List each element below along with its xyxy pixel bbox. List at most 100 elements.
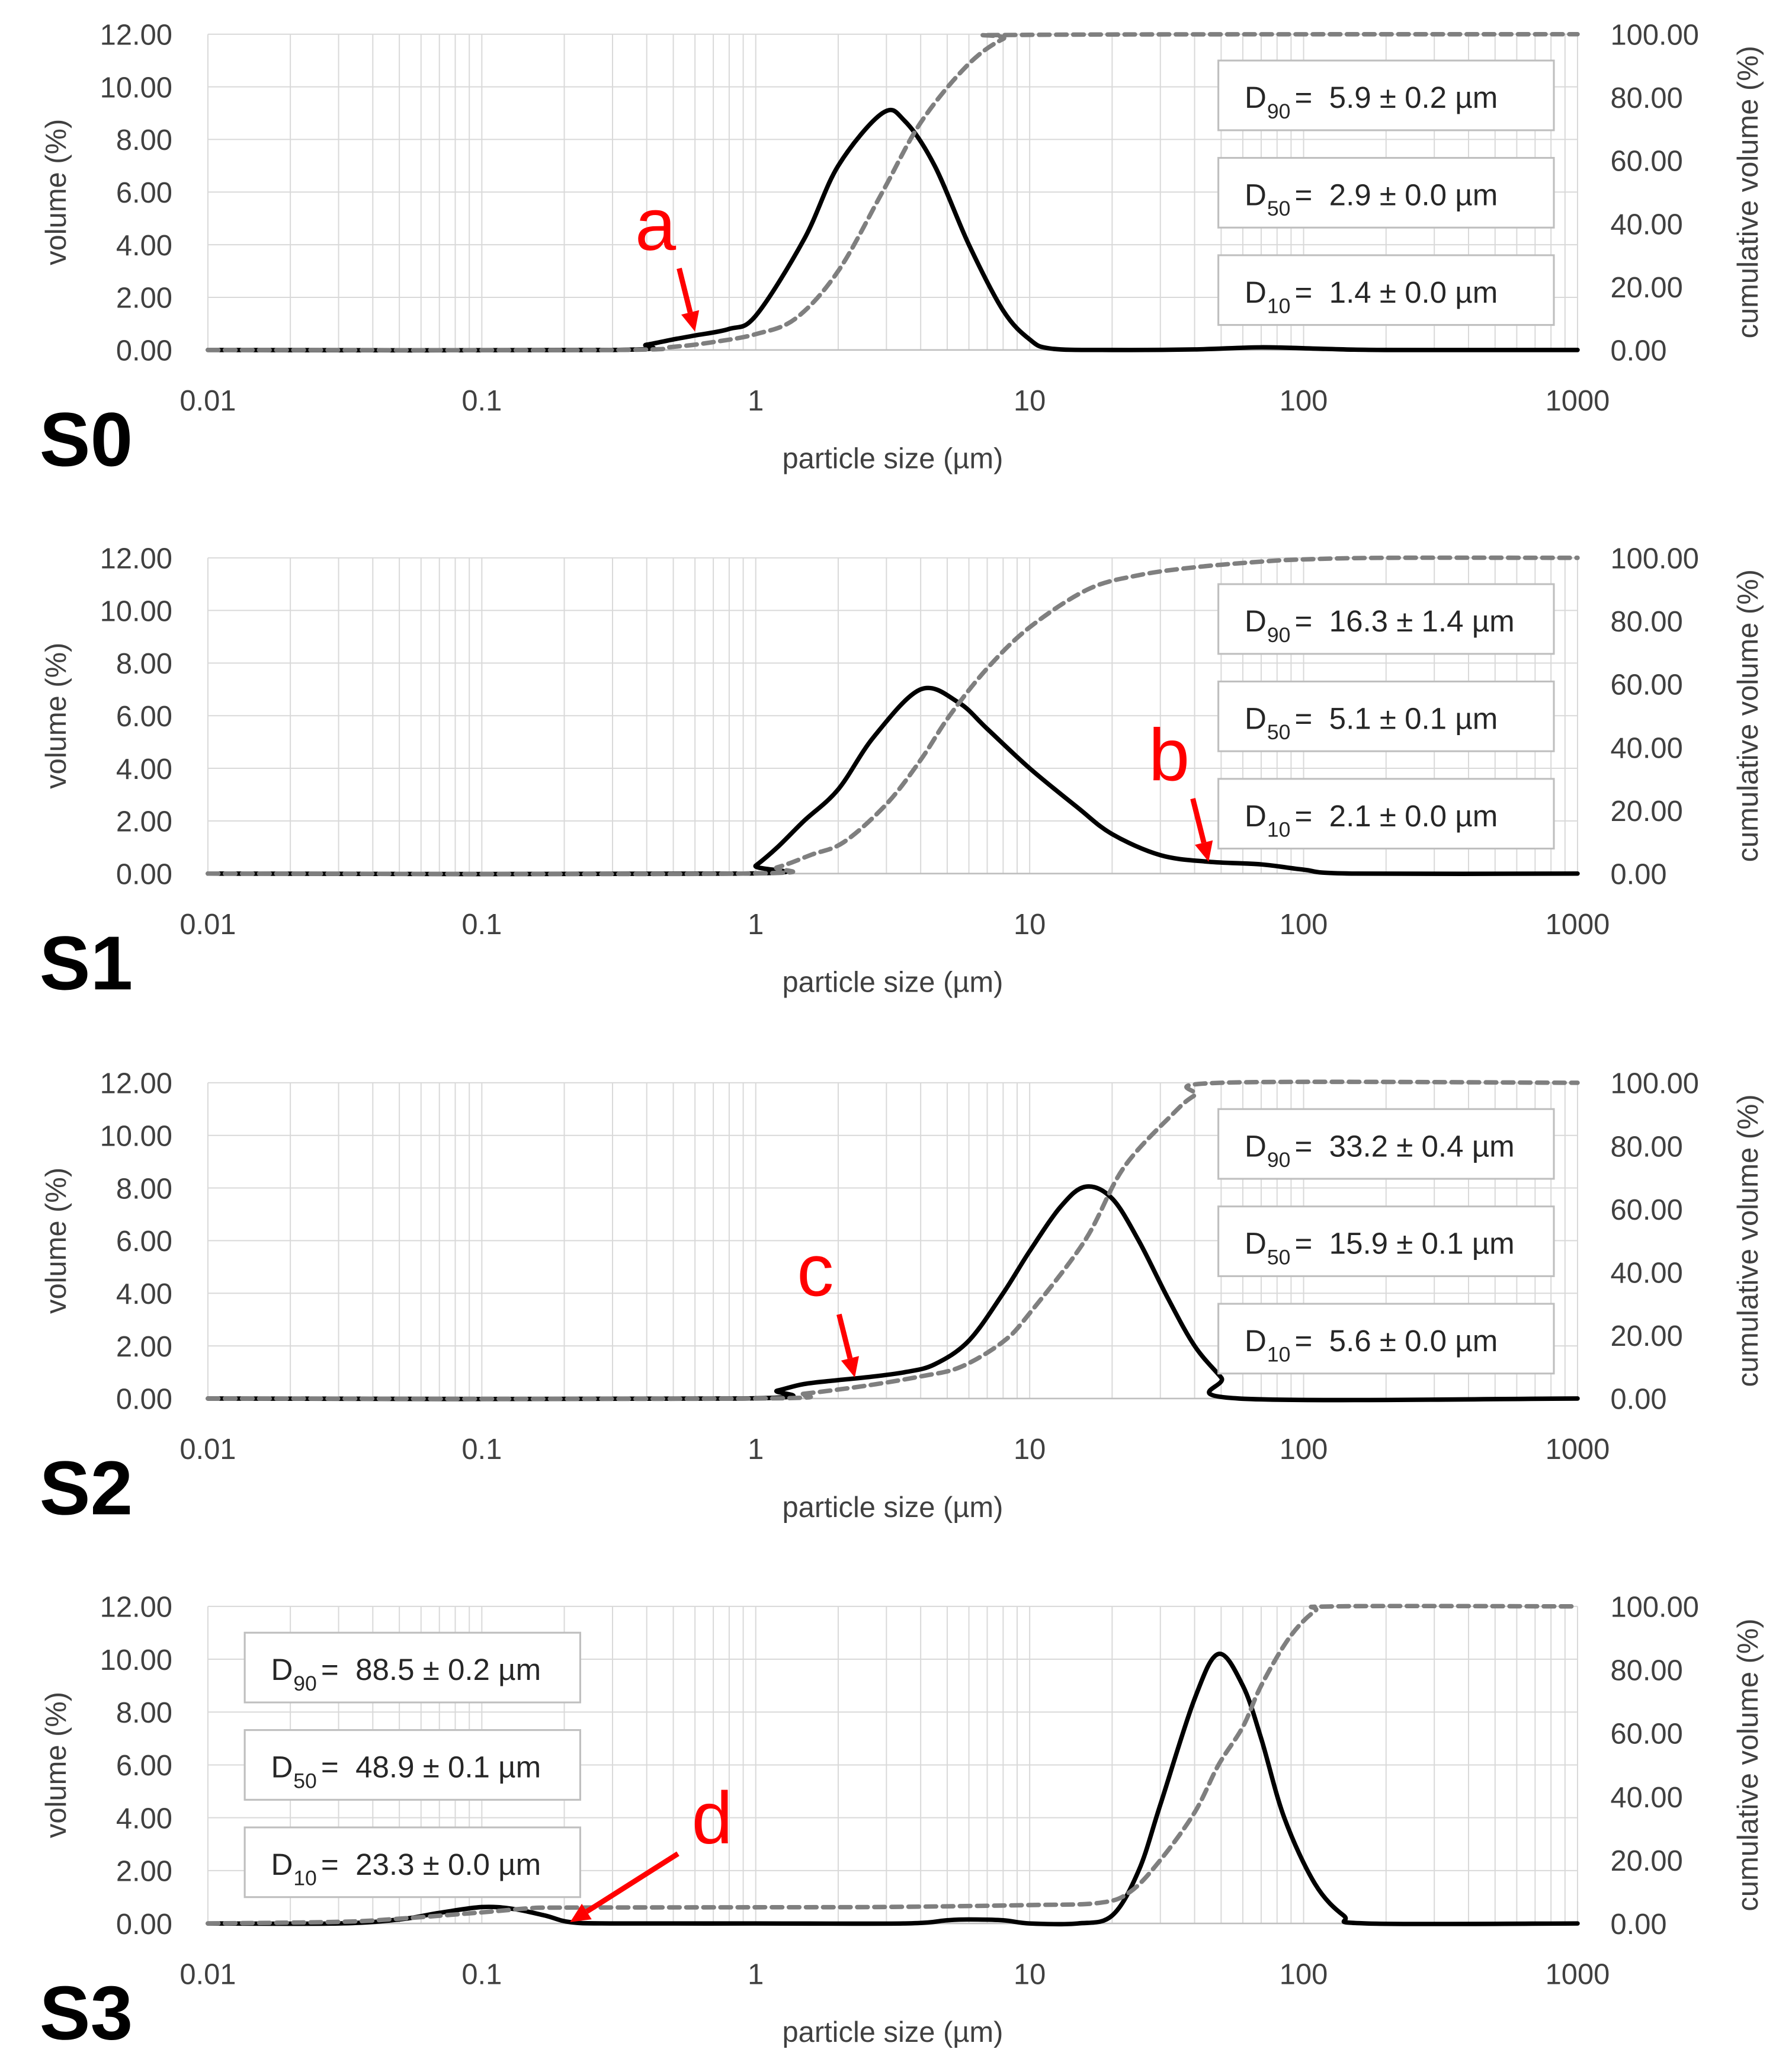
y-left-tick-label: 8.00 bbox=[116, 1697, 172, 1729]
chart-panel-s2: 0.00 2.00 4.00 6.00 8.00 10.00 12.00 0.00 20.00 4… bbox=[40, 1068, 1765, 1531]
x-tick-label: 1000 bbox=[1546, 909, 1610, 941]
y-right-tick-label: 40.00 bbox=[1611, 1782, 1683, 1814]
y-left-tick-label: 6.00 bbox=[116, 1226, 172, 1258]
panel-label: S1 bbox=[40, 921, 133, 1006]
y-left-tick-label: 0.00 bbox=[116, 1909, 172, 1941]
y-left-tick-label: 0.00 bbox=[116, 859, 172, 891]
y-left-tick-label: 4.00 bbox=[116, 1803, 172, 1835]
stat-box-d50: D 50 = 48.9 ± 0.1 µm bbox=[243, 1729, 582, 1801]
y-left-tick-label: 12.00 bbox=[100, 1592, 172, 1624]
x-tick-label: 100 bbox=[1280, 1434, 1328, 1465]
stat-box-d90: D 90 = 88.5 ± 0.2 µm bbox=[243, 1631, 582, 1704]
x-tick-label: 0.1 bbox=[461, 385, 502, 417]
y-right-axis-title: cumulative volume (%) bbox=[1732, 1618, 1764, 1911]
y-right-tick-label: 100.00 bbox=[1611, 20, 1699, 52]
y-right-tick-label: 60.00 bbox=[1611, 146, 1683, 178]
stat-symbol: D bbox=[1245, 275, 1267, 309]
stat-box-d90: D 90 = 5.9 ± 0.2 µm bbox=[1217, 59, 1555, 132]
x-tick-label: 1000 bbox=[1546, 1434, 1610, 1465]
stat-value: = 5.6 ± 0.0 µm bbox=[1294, 1324, 1498, 1358]
x-tick-label: 0.01 bbox=[179, 1434, 236, 1465]
x-tick-label: 0.1 bbox=[461, 1958, 502, 1990]
y-left-axis-title: volume (%) bbox=[40, 1692, 72, 1838]
stat-subscript: 90 bbox=[1267, 623, 1291, 647]
y-left-tick-label: 6.00 bbox=[116, 177, 172, 209]
stat-box-frame bbox=[1217, 59, 1555, 132]
x-axis-title: particle size (µm) bbox=[782, 443, 1003, 475]
annotation-a: a bbox=[635, 184, 700, 332]
stat-value: = 5.1 ± 0.1 µm bbox=[1294, 701, 1498, 735]
y-left-axis-title: volume (%) bbox=[40, 643, 72, 789]
y-right-axis-title: cumulative volume (%) bbox=[1732, 46, 1764, 338]
y-right-tick-label: 40.00 bbox=[1611, 732, 1683, 764]
stat-box-d10: D 10 = 2.1 ± 0.0 µm bbox=[1217, 778, 1555, 850]
chart-panel-s0: 0.00 2.00 4.00 6.00 8.00 10.00 12.00 0.00 20.00 4… bbox=[40, 20, 1765, 483]
x-tick-label: 10 bbox=[1014, 909, 1046, 941]
stat-box-frame bbox=[1217, 680, 1555, 752]
stat-symbol: D bbox=[1245, 799, 1267, 833]
x-tick-label: 1 bbox=[748, 1958, 764, 1990]
cumulative-volume-line bbox=[206, 1079, 1580, 1402]
stat-box-frame bbox=[1217, 583, 1555, 655]
x-tick-label: 10 bbox=[1014, 385, 1046, 417]
stat-box-frame bbox=[243, 1826, 582, 1899]
y-left-axis-title: volume (%) bbox=[40, 119, 72, 265]
annotation-arrow-shaft bbox=[836, 1313, 853, 1359]
stat-value: = 16.3 ± 1.4 µm bbox=[1294, 604, 1514, 638]
cumulative-volume-line bbox=[206, 555, 1580, 877]
y-left-tick-label: 10.00 bbox=[100, 1644, 172, 1676]
y-left-tick-label: 8.00 bbox=[116, 124, 172, 156]
y-left-tick-label: 8.00 bbox=[116, 648, 172, 680]
y-right-tick-label: 80.00 bbox=[1611, 82, 1683, 114]
stat-subscript: 10 bbox=[1267, 294, 1291, 318]
stat-value: = 48.9 ± 0.1 µm bbox=[321, 1750, 541, 1784]
stat-subscript: 10 bbox=[293, 1867, 317, 1890]
y-right-tick-label: 40.00 bbox=[1611, 209, 1683, 240]
y-left-tick-label: 6.00 bbox=[116, 1750, 172, 1782]
y-left-tick-label: 2.00 bbox=[116, 1856, 172, 1888]
stat-value: = 15.9 ± 0.1 µm bbox=[1294, 1227, 1514, 1261]
y-left-tick-label: 12.00 bbox=[100, 543, 172, 575]
x-axis-title: particle size (µm) bbox=[782, 2016, 1003, 2048]
annotation-arrow-shaft bbox=[585, 1851, 679, 1914]
stat-box-frame bbox=[1217, 778, 1555, 850]
stat-box-d90: D 90 = 33.2 ± 0.4 µm bbox=[1217, 1108, 1555, 1180]
y-left-tick-label: 4.00 bbox=[116, 1278, 172, 1310]
y-right-tick-label: 20.00 bbox=[1611, 1320, 1683, 1352]
y-right-tick-label: 80.00 bbox=[1611, 1655, 1683, 1687]
y-right-tick-label: 100.00 bbox=[1611, 1592, 1699, 1624]
stat-value: = 2.9 ± 0.0 µm bbox=[1294, 178, 1498, 211]
x-tick-label: 100 bbox=[1280, 385, 1328, 417]
annotation-arrow-head bbox=[681, 310, 700, 332]
y-left-tick-label: 0.00 bbox=[116, 1384, 172, 1416]
stat-box-frame bbox=[1217, 1108, 1555, 1180]
y-left-tick-label: 2.00 bbox=[116, 806, 172, 838]
stat-symbol: D bbox=[1245, 604, 1267, 638]
x-tick-label: 1000 bbox=[1546, 385, 1610, 417]
x-tick-label: 1 bbox=[748, 1434, 764, 1465]
stat-subscript: 90 bbox=[1267, 100, 1291, 123]
panel-label: S0 bbox=[40, 397, 133, 482]
x-tick-label: 100 bbox=[1280, 909, 1328, 941]
stat-symbol: D bbox=[271, 1750, 293, 1784]
y-right-tick-label: 0.00 bbox=[1611, 335, 1667, 367]
y-left-axis-title: volume (%) bbox=[40, 1168, 72, 1314]
x-tick-label: 0.1 bbox=[461, 1434, 502, 1465]
annotation-c: c bbox=[797, 1230, 860, 1378]
y-right-tick-label: 20.00 bbox=[1611, 796, 1683, 828]
stat-box-frame bbox=[1217, 1205, 1555, 1277]
annotation-arrow-shaft bbox=[677, 268, 693, 313]
y-left-tick-label: 2.00 bbox=[116, 1331, 172, 1363]
y-left-tick-label: 10.00 bbox=[100, 1120, 172, 1152]
x-tick-label: 1000 bbox=[1546, 1958, 1610, 1990]
volume-distribution-line bbox=[206, 1651, 1580, 1927]
x-tick-label: 0.01 bbox=[179, 385, 236, 417]
stat-symbol: D bbox=[1245, 1227, 1267, 1261]
stat-subscript: 50 bbox=[1267, 197, 1291, 220]
stat-box-d10: D 10 = 23.3 ± 0.0 µm bbox=[243, 1826, 582, 1899]
stat-box-frame bbox=[1217, 254, 1555, 326]
x-tick-label: 100 bbox=[1280, 1958, 1328, 1990]
stat-symbol: D bbox=[1245, 1324, 1267, 1358]
annotation-arrow-head bbox=[570, 1903, 592, 1922]
